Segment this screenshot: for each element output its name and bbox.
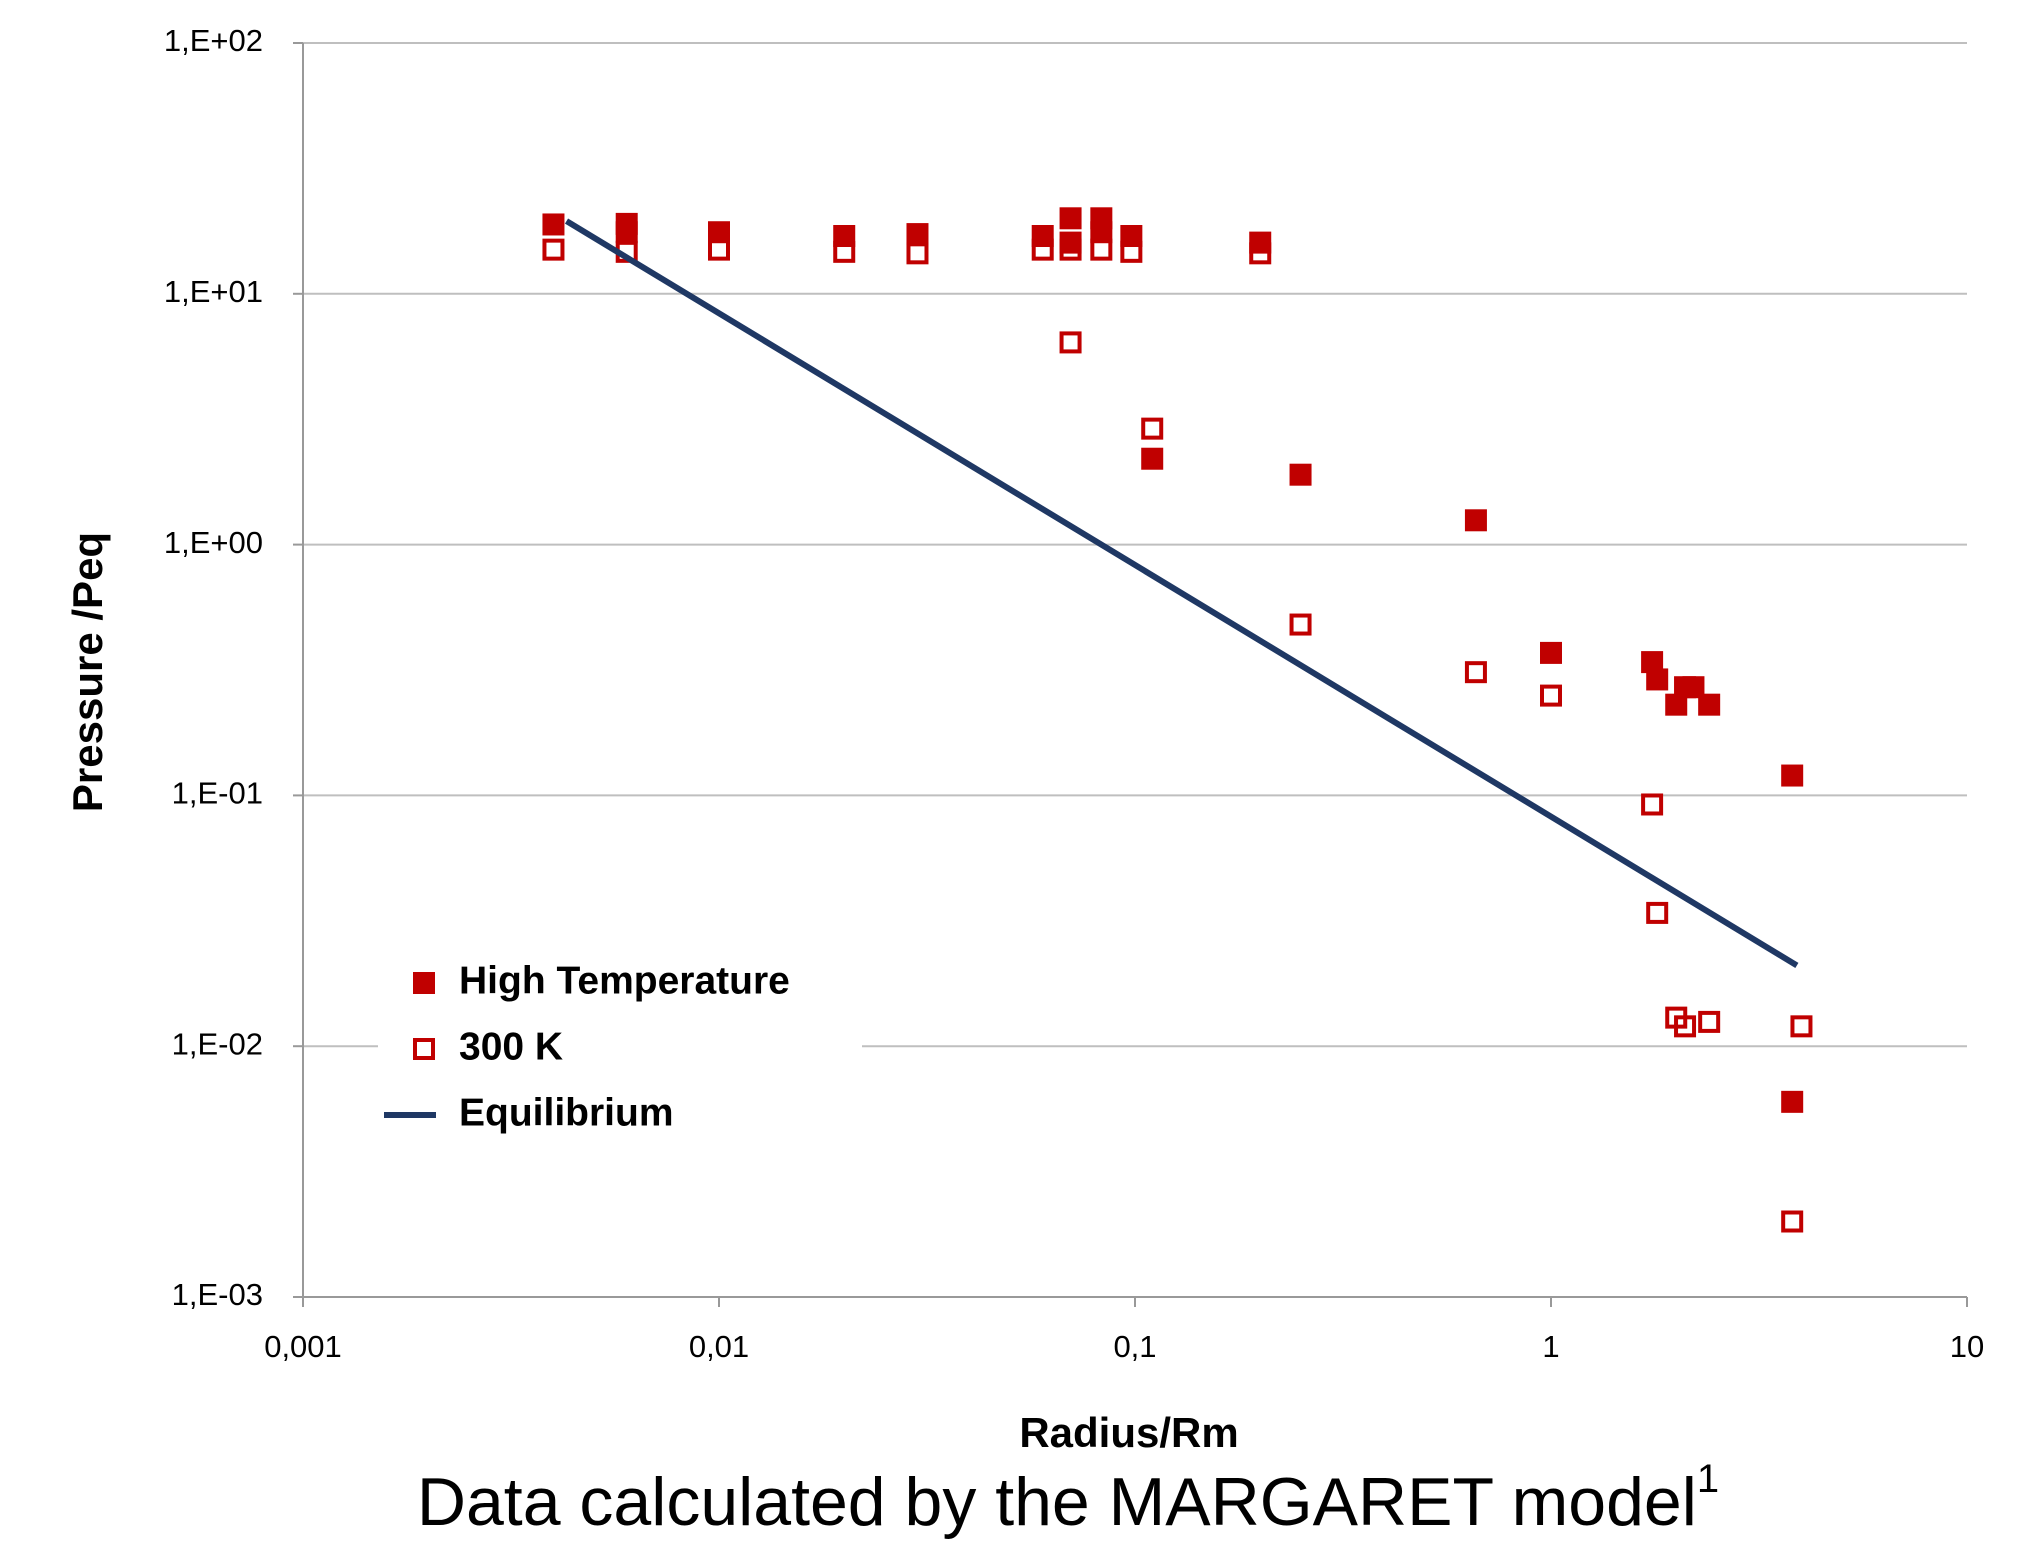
marker xyxy=(833,240,856,263)
x-axis-label: Radius/Rm xyxy=(1019,1409,1238,1456)
caption-text: Data calculated by the MARGARET model xyxy=(417,1464,1697,1540)
equilibrium-line xyxy=(564,218,1799,968)
marker xyxy=(542,213,565,236)
marker xyxy=(1090,238,1113,261)
marker xyxy=(1141,417,1164,440)
marker xyxy=(1540,684,1562,707)
marker xyxy=(1665,693,1688,716)
marker xyxy=(1698,693,1721,716)
y-tick-label: 1,E-03 xyxy=(172,1277,263,1312)
marker xyxy=(1540,641,1562,664)
marker xyxy=(1289,463,1312,486)
marker xyxy=(1646,668,1669,691)
legend-label: Equilibrium xyxy=(459,1091,674,1134)
legend-label: 300 K xyxy=(459,1025,563,1068)
y-tick-label: 1,E-01 xyxy=(172,776,263,811)
marker xyxy=(1249,242,1272,265)
marker xyxy=(1059,207,1082,230)
x-tick-label: 0,001 xyxy=(264,1329,342,1364)
marker xyxy=(1141,447,1164,470)
legend-box xyxy=(378,958,862,1144)
legend: High Temperature 300 K Equilibrium xyxy=(378,958,862,1144)
marker xyxy=(1641,793,1664,816)
marker xyxy=(906,223,929,246)
marker xyxy=(906,242,929,265)
marker xyxy=(1464,509,1487,532)
x-tick-label: 0,1 xyxy=(1113,1329,1156,1364)
marker xyxy=(708,238,730,261)
marker xyxy=(615,221,638,244)
marker xyxy=(542,238,565,261)
legend-swatch xyxy=(413,1038,435,1060)
y-tick-label: 1,E-02 xyxy=(172,1026,263,1061)
marker xyxy=(1090,221,1113,244)
caption-footnote: 1 xyxy=(1697,1457,1719,1501)
marker xyxy=(1059,331,1082,354)
marker xyxy=(1641,651,1664,674)
marker xyxy=(1698,1010,1721,1033)
marker xyxy=(1674,1015,1697,1038)
marker xyxy=(708,221,730,244)
marker xyxy=(1781,1210,1804,1233)
caption: Data calculated by the MARGARET model1 xyxy=(417,1457,1719,1540)
marker xyxy=(1059,238,1082,261)
marker xyxy=(1682,676,1705,699)
y-tick-label: 1,E+01 xyxy=(164,274,263,309)
x-tick-label: 10 xyxy=(1950,1329,1984,1364)
marker xyxy=(1790,1015,1813,1038)
marker xyxy=(1289,613,1312,636)
legend-label: High Temperature xyxy=(459,959,790,1002)
marker xyxy=(1120,240,1143,263)
marker xyxy=(1031,238,1054,261)
y-tick-label: 1,E+00 xyxy=(164,525,263,560)
y-tick-label: 1,E+02 xyxy=(164,23,263,58)
x-tick-label: 0,01 xyxy=(689,1329,749,1364)
marker xyxy=(1781,764,1804,787)
marker xyxy=(1646,901,1669,924)
marker xyxy=(1464,661,1487,684)
legend-swatch xyxy=(413,972,435,994)
marker xyxy=(1781,1090,1804,1113)
x-tick-label: 1 xyxy=(1542,1329,1559,1364)
y-axis-label: Pressure /Peq xyxy=(64,532,111,812)
